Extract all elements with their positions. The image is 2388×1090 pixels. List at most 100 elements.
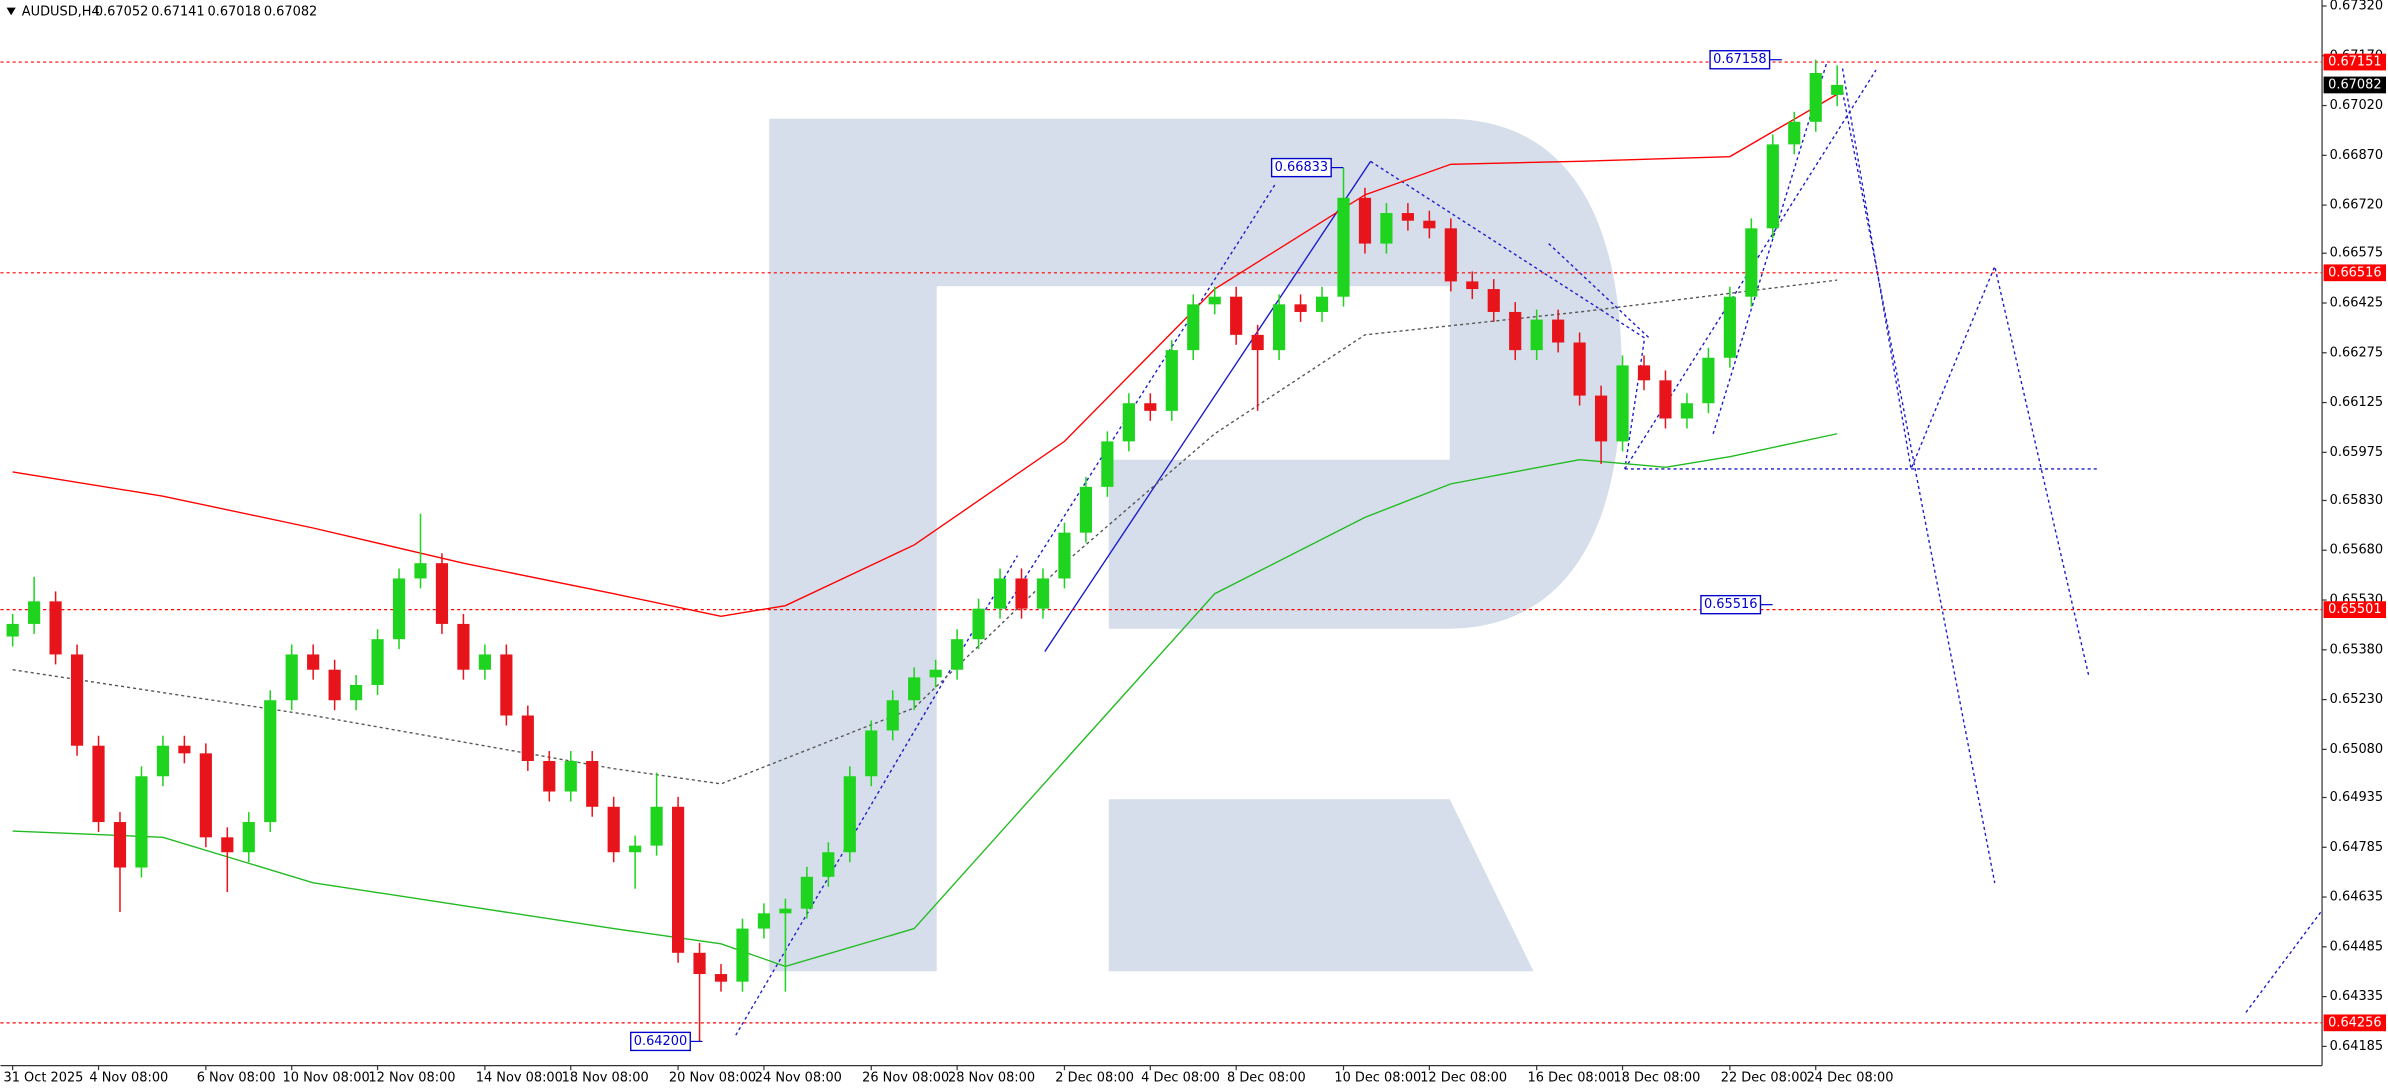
candle-body [1380, 213, 1393, 244]
candle-body [822, 852, 835, 877]
quote-low: 0.67018 [208, 5, 261, 20]
y-tick-label: 0.64635 [2330, 890, 2383, 905]
price-annotation: 0.66833 [1270, 157, 1344, 178]
forecast-line [1841, 91, 1996, 884]
candle-body [714, 974, 728, 982]
candle-body [457, 623, 470, 670]
candle-body [500, 654, 513, 716]
quote-close: 0.67082 [264, 5, 317, 20]
level-label: 0.66516 [2328, 265, 2381, 280]
candle-body [1144, 403, 1157, 411]
candle-body [650, 806, 663, 846]
candle-body [1358, 197, 1372, 244]
y-tick-label: 0.64935 [2330, 790, 2383, 805]
candle-body [135, 776, 148, 868]
annotation-label: 0.66833 [1275, 160, 1328, 175]
candle-body [1208, 296, 1221, 305]
candle-body [1594, 395, 1608, 442]
x-tick-label: 16 Dec 08:00 [1528, 1070, 1615, 1085]
candle-body [1273, 304, 1286, 351]
candle-body [1552, 319, 1565, 343]
candle-body [865, 730, 878, 777]
candle-body [1101, 441, 1114, 487]
candle-body [1015, 578, 1028, 609]
y-tick-label: 0.66275 [2330, 345, 2383, 360]
level-label: 0.67151 [2328, 55, 2381, 70]
candle-body [1487, 289, 1500, 312]
candle-body [1466, 281, 1479, 290]
candle-body [1702, 357, 1715, 404]
forecast-line [2245, 909, 2323, 1013]
last-price-label: 0.67082 [2328, 77, 2381, 92]
x-tick-label: 4 Dec 08:00 [1141, 1070, 1220, 1085]
candle-body [564, 760, 577, 792]
candle-body [221, 837, 234, 853]
x-tick-label: 12 Dec 08:00 [1420, 1070, 1507, 1085]
x-tick-label: 2 Dec 08:00 [1055, 1070, 1134, 1085]
candle-body [92, 745, 105, 823]
trend-line [1044, 160, 1372, 652]
x-tick-label: 10 Dec 08:00 [1334, 1070, 1421, 1085]
level-box [2323, 1014, 2386, 1032]
x-tick-label: 4 Nov 08:00 [89, 1070, 168, 1085]
candle-body [1444, 228, 1457, 282]
candle-body [435, 563, 449, 624]
y-tick-label: 0.64335 [2330, 989, 2383, 1004]
y-tick-label: 0.64185 [2330, 1039, 2383, 1054]
candle-body [1680, 403, 1694, 419]
candle-body [607, 806, 620, 853]
x-tick-label: 24 Nov 08:00 [755, 1070, 842, 1085]
y-tick-label: 0.65380 [2330, 642, 2383, 657]
y-tick-label: 0.67020 [2330, 98, 2383, 113]
candle-body [350, 684, 363, 701]
candle-body [521, 715, 534, 761]
candle-body [1637, 365, 1651, 381]
trend-line [1548, 243, 1650, 339]
candle-body [285, 654, 298, 701]
candle-body [543, 760, 556, 792]
candle-body [1337, 197, 1350, 297]
candle-body [1809, 73, 1822, 122]
candle-body [1573, 342, 1586, 396]
candle-body [1509, 311, 1522, 351]
candle-body [1165, 350, 1178, 411]
symbol-label: AUDUSD,H4 [22, 5, 100, 20]
watermark-logo [769, 118, 1622, 972]
trend-line [1004, 182, 1277, 610]
candle-body [972, 608, 985, 640]
trend-line [1370, 160, 1646, 469]
candle-body [328, 669, 341, 701]
candle-body [1315, 296, 1329, 312]
trend-line [1712, 60, 1828, 435]
candle-body [414, 563, 427, 579]
candle-body [371, 639, 384, 685]
y-tick-label: 0.66870 [2330, 148, 2383, 163]
annotation-label: 0.67158 [1713, 52, 1766, 67]
x-tick-label: 14 Nov 08:00 [476, 1070, 563, 1085]
last-price-box [2323, 76, 2386, 94]
candle-body [264, 700, 277, 823]
candle-body [1616, 365, 1629, 442]
candle-body [242, 822, 255, 853]
moving-average [12, 279, 1838, 785]
candle-body [1401, 213, 1414, 221]
candle-body [1058, 532, 1071, 579]
y-tick-label: 0.65230 [2330, 692, 2383, 707]
x-tick-label: 31 Oct 2025 [4, 1070, 84, 1085]
candle-body [886, 700, 899, 731]
x-tick-label: 12 Nov 08:00 [368, 1070, 455, 1085]
y-tick-label: 0.67320 [2330, 0, 2383, 13]
candle-body [1251, 334, 1264, 351]
candle-body [1723, 296, 1736, 358]
dropdown-icon[interactable] [6, 7, 16, 16]
price-annotation: 0.67158 [1709, 50, 1782, 70]
candle-body [671, 806, 685, 953]
level-label: 0.64256 [2328, 1015, 2381, 1030]
candle-body [736, 928, 749, 982]
x-tick-label: 8 Dec 08:00 [1227, 1070, 1306, 1085]
candle-body [757, 913, 771, 929]
quote-high: 0.67141 [151, 5, 204, 20]
candle-body [478, 654, 491, 670]
